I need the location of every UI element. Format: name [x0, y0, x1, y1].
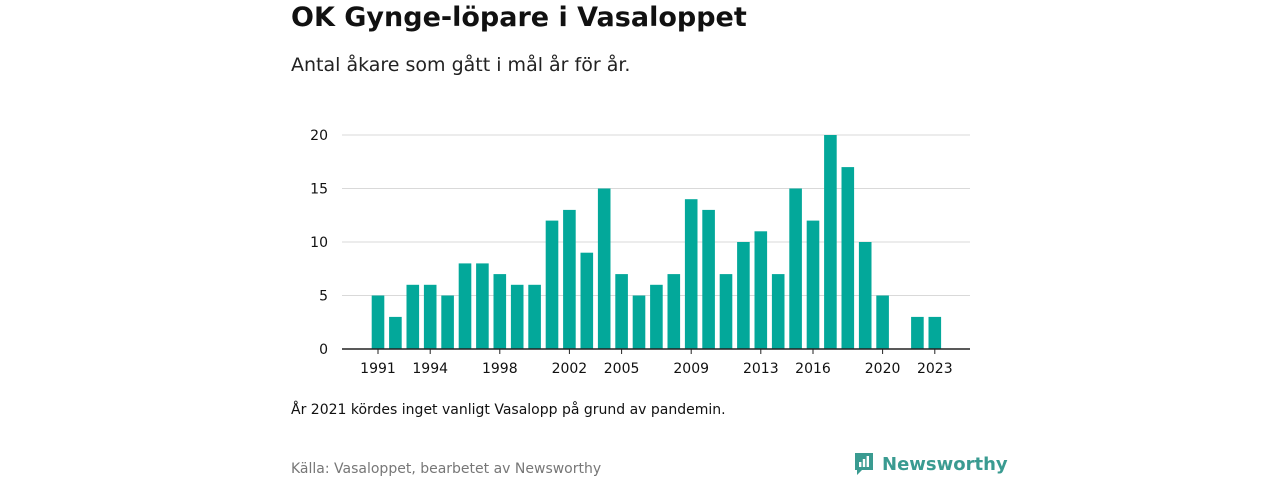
- bar-2001: [545, 220, 559, 349]
- brand-name: Newsworthy: [882, 453, 1008, 475]
- source-text: Källa: Vasaloppet, bearbetet av Newswort…: [291, 461, 602, 477]
- x-tick-label: 1998: [482, 361, 518, 377]
- y-tick-label: 5: [319, 289, 328, 305]
- bar-1992: [389, 316, 402, 349]
- bar-2022: [911, 316, 924, 349]
- bar-1998: [493, 274, 507, 349]
- footnote: År 2021 kördes inget vanligt Vasalopp på…: [291, 402, 726, 418]
- bar-2019: [858, 242, 872, 349]
- bar-2013: [754, 231, 768, 349]
- chart-title: OK Gynge-löpare i Vasaloppet: [291, 2, 747, 33]
- y-tick-label: 20: [310, 128, 328, 144]
- brand-logo: Newsworthy: [853, 452, 1008, 476]
- bar-1997: [476, 263, 489, 349]
- bar-1993: [406, 284, 420, 349]
- bar-1994: [423, 284, 437, 349]
- x-tick-label: 2023: [917, 361, 953, 377]
- x-tick-label: 2013: [743, 361, 779, 377]
- bar-2002: [563, 209, 576, 349]
- bar-chart: 0 5 10 15 20 1991 1994 1998 2002 2005 2009 2013 2016…: [310, 128, 970, 377]
- bar-2004: [597, 188, 611, 349]
- x-tick-label: 2005: [604, 361, 640, 377]
- bar-1999: [510, 284, 524, 349]
- axes: 0 5 10 15 20 1991 1994 1998 2002 2005 2009 2013 2016…: [310, 128, 970, 377]
- bar-2017: [824, 135, 837, 349]
- bar-2009: [684, 199, 698, 349]
- y-tick-label: 0: [319, 342, 328, 358]
- y-tick-label: 15: [310, 182, 328, 198]
- x-tick-label: 1994: [412, 361, 448, 377]
- bar-1995: [441, 295, 454, 349]
- x-tick-label: 2002: [552, 361, 588, 377]
- bar-2003: [580, 252, 594, 349]
- bar-2012: [737, 242, 750, 349]
- x-tick-label: 2016: [795, 361, 831, 377]
- bar-2018: [841, 167, 855, 349]
- bar-2008: [667, 274, 681, 349]
- bar-2000: [528, 284, 541, 349]
- bar-2023: [928, 316, 942, 349]
- bar-1996: [458, 263, 472, 349]
- bar-2010: [702, 209, 715, 349]
- bar-2020: [876, 295, 889, 349]
- bar-2005: [615, 274, 628, 349]
- bars: [371, 135, 942, 349]
- bar-2016: [806, 220, 820, 349]
- x-tick-label: 2009: [673, 361, 709, 377]
- bar-2006: [632, 295, 646, 349]
- x-tick-label: 2020: [865, 361, 901, 377]
- bar-1991: [371, 295, 385, 349]
- x-tick-label: 1991: [360, 361, 396, 377]
- y-tick-label: 10: [310, 235, 328, 251]
- grid-lines: [342, 134, 970, 296]
- newsworthy-logo-icon: [855, 453, 873, 475]
- bar-2014: [771, 274, 785, 349]
- bar-2011: [719, 274, 733, 349]
- bar-2015: [789, 188, 802, 349]
- chart-subtitle: Antal åkare som gått i mål år för år.: [291, 54, 631, 76]
- bar-2007: [650, 284, 663, 349]
